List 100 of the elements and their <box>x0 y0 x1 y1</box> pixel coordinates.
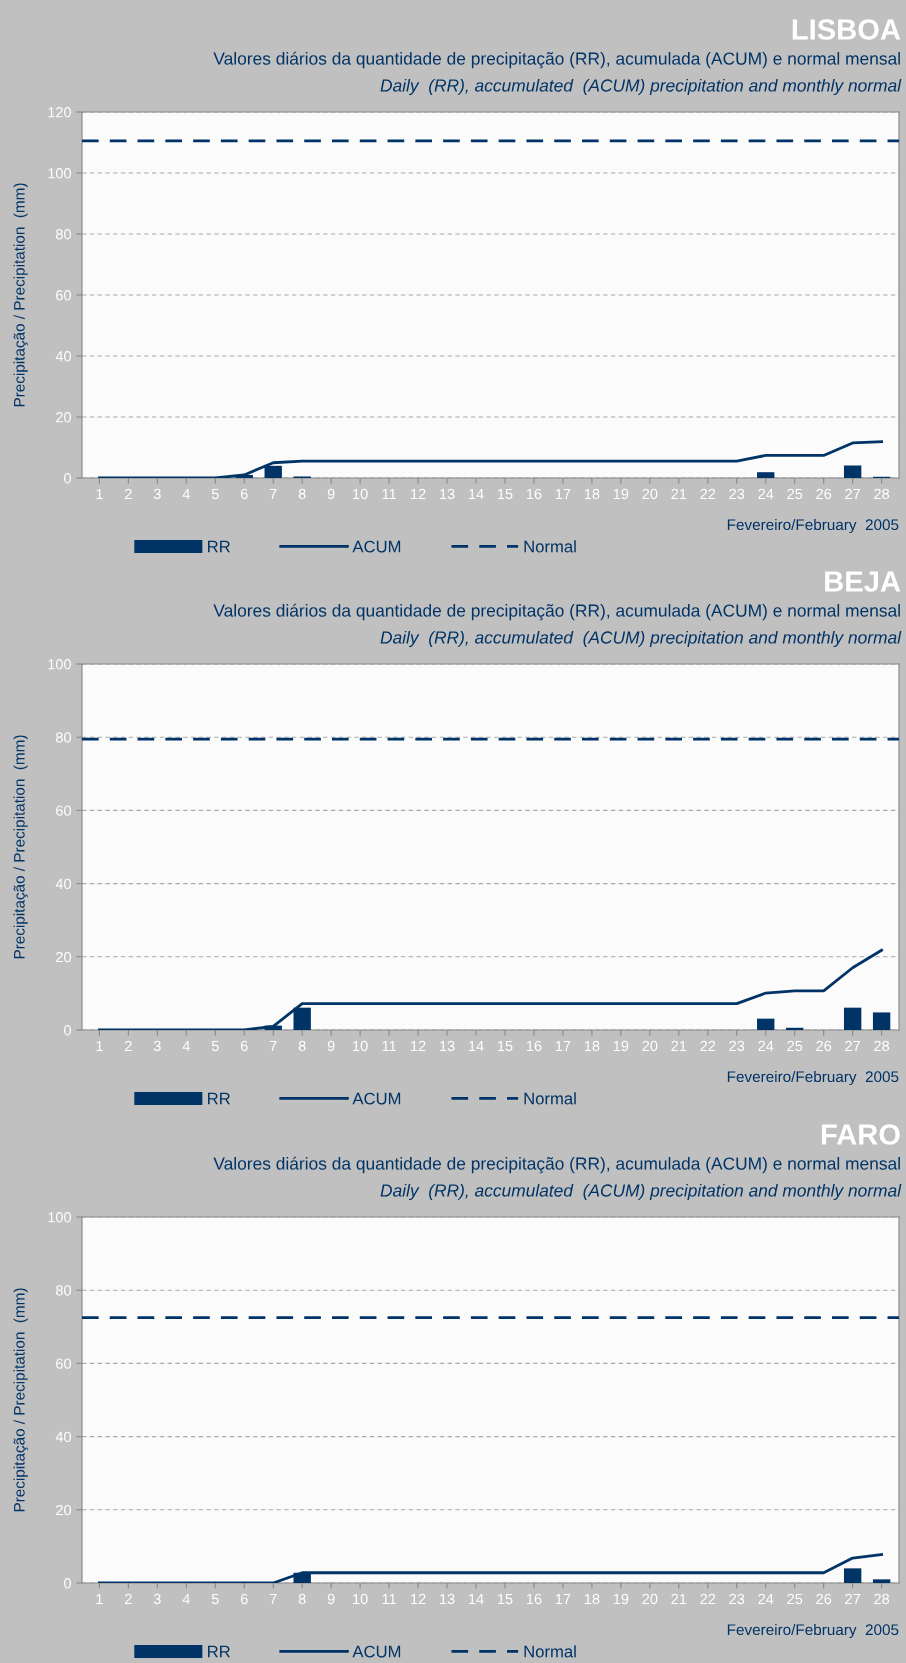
x-tick-label: 26 <box>816 1040 832 1052</box>
y-tick-label: 20 <box>56 951 72 963</box>
x-tick-label: 16 <box>526 1040 542 1052</box>
x-tick-label: 21 <box>671 488 687 499</box>
x-axis-title: Fevereiro/February 2005 <box>727 518 899 534</box>
x-tick-label: 19 <box>613 1040 629 1052</box>
bar <box>843 1007 862 1030</box>
line-series <box>97 948 884 1030</box>
x-tick-label: 20 <box>642 1040 658 1052</box>
x-tick-label: 26 <box>816 488 832 500</box>
chart-title: FARO <box>821 1124 900 1145</box>
y-tick-label: 80 <box>56 1285 72 1296</box>
x-tick-label: 2 <box>125 1040 132 1051</box>
y-tick-label: 0 <box>64 1578 72 1589</box>
x-tick-label: 28 <box>874 1593 890 1605</box>
chart-title: LISBOA <box>792 19 901 40</box>
x-tick-label: 2 <box>125 488 132 499</box>
x-tick-label: 12 <box>411 488 426 499</box>
y-tick-label: 20 <box>56 1504 72 1516</box>
x-tick-label: 6 <box>240 1593 248 1605</box>
x-tick-label: 23 <box>729 1593 745 1605</box>
x-tick-label: 5 <box>211 1040 219 1052</box>
bar <box>843 1568 862 1583</box>
x-tick-label: 23 <box>729 1040 745 1052</box>
x-tick-label: 7 <box>269 1593 277 1604</box>
x-tick-label: 4 <box>182 1593 190 1604</box>
y-tick-label: 60 <box>56 805 72 816</box>
y-axis-title: Precipitação / Precipitation (mm) <box>13 735 28 959</box>
legend-label: ACUM <box>352 1092 401 1105</box>
x-tick-label: 9 <box>327 1593 335 1605</box>
x-tick-label: 7 <box>269 488 277 499</box>
x-tick-label: 22 <box>700 1040 716 1051</box>
legend-label: RR <box>208 540 230 553</box>
x-tick-label: 1 <box>96 488 103 499</box>
x-tick-label: 22 <box>700 1593 716 1604</box>
x-tick-label: 10 <box>353 1040 368 1052</box>
y-tick-label: 60 <box>56 290 72 301</box>
x-tick-label: 24 <box>758 1593 774 1604</box>
x-tick-label: 25 <box>787 1593 803 1605</box>
x-tick-label: 28 <box>874 488 890 500</box>
x-tick-label: 15 <box>497 488 513 500</box>
y-tick-label: 100 <box>48 168 72 179</box>
y-tick-label: 100 <box>48 659 72 670</box>
legend-label: RR <box>208 1092 230 1105</box>
x-tick-label: 4 <box>182 1040 190 1051</box>
x-tick-label: 16 <box>526 1593 542 1605</box>
bar <box>872 1579 891 1583</box>
line-series <box>97 1553 884 1583</box>
x-tick-label: 23 <box>729 488 745 500</box>
legend-label: ACUM <box>352 1645 401 1658</box>
x-tick-label: 11 <box>382 1593 396 1604</box>
x-tick-label: 1 <box>96 1593 103 1604</box>
chart-subtitle: Valores diários da quantidade de precipitação (RR), acumulada (ACUM) e normal mensal Daily (RR), accumulated (ACUM) precipitation and monthly normal <box>213 51 902 96</box>
x-tick-label: 8 <box>298 488 306 500</box>
x-tick-label: 11 <box>382 488 396 499</box>
x-tick-label: 10 <box>353 488 368 500</box>
x-tick-label: 22 <box>700 488 716 499</box>
x-tick-label: 9 <box>327 1040 335 1052</box>
y-axis-title: Precipitação / Precipitation (mm) <box>13 183 28 407</box>
x-tick-label: 5 <box>211 1593 219 1605</box>
legend-label: Normal <box>524 540 576 553</box>
x-axis-title: Fevereiro/February 2005 <box>727 1070 899 1086</box>
x-tick-label: 9 <box>327 488 335 500</box>
x-tick-label: 21 <box>671 1040 687 1051</box>
x-tick-label: 25 <box>787 1040 803 1052</box>
x-axis-title: Fevereiro/February 2005 <box>727 1623 899 1639</box>
x-tick-label: 13 <box>440 488 455 500</box>
x-tick-label: 17 <box>555 1040 571 1051</box>
y-tick-label: 120 <box>48 107 72 118</box>
x-tick-label: 24 <box>758 1040 774 1051</box>
x-tick-label: 3 <box>153 1040 161 1052</box>
bar <box>872 1012 891 1030</box>
line-series <box>97 440 884 478</box>
legend-label: ACUM <box>352 540 401 553</box>
x-tick-label: 17 <box>555 488 571 499</box>
x-tick-label: 19 <box>613 488 629 500</box>
x-tick-label: 5 <box>211 488 219 500</box>
y-tick-label: 0 <box>64 473 72 484</box>
legend-label: Normal <box>524 1645 576 1658</box>
y-tick-label: 0 <box>64 1025 72 1036</box>
x-tick-label: 8 <box>298 1593 306 1605</box>
x-tick-label: 24 <box>758 488 774 499</box>
y-tick-label: 40 <box>55 878 72 890</box>
y-tick-label: 80 <box>56 732 72 743</box>
x-tick-label: 17 <box>555 1593 571 1604</box>
x-tick-label: 4 <box>182 488 190 499</box>
x-tick-label: 27 <box>845 1040 861 1051</box>
x-tick-label: 6 <box>240 488 248 500</box>
x-tick-label: 3 <box>153 488 161 500</box>
y-tick-label: 100 <box>48 1212 72 1223</box>
x-tick-label: 18 <box>584 488 600 500</box>
y-axis-title: Precipitação / Precipitation (mm) <box>13 1288 28 1512</box>
chart-subtitle: Valores diários da quantidade de precipitação (RR), acumulada (ACUM) e normal mensal Daily (RR), accumulated (ACUM) precipitation and monthly normal <box>213 1156 902 1201</box>
bar <box>757 1018 775 1030</box>
x-tick-label: 1 <box>96 1040 103 1051</box>
x-tick-label: 19 <box>613 1593 629 1605</box>
x-tick-label: 7 <box>269 1040 277 1051</box>
x-tick-label: 15 <box>497 1593 513 1605</box>
x-tick-label: 12 <box>411 1593 426 1604</box>
bar <box>843 465 862 478</box>
